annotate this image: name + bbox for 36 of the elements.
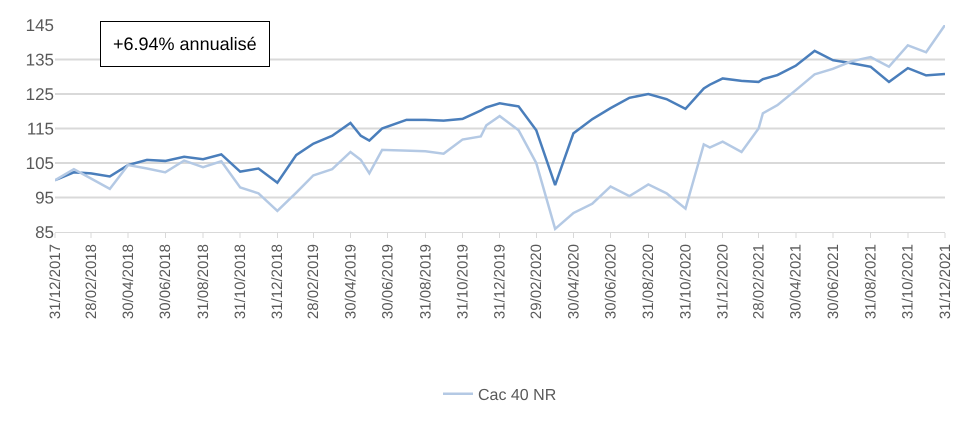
x-tick-label: 31/08/2018 <box>194 244 212 320</box>
y-tick-label: 135 <box>26 50 54 70</box>
x-tick-label: 30/04/2019 <box>342 244 360 320</box>
x-tick-label: 31/10/2019 <box>454 244 472 320</box>
x-tick-label: 30/04/2018 <box>120 244 137 320</box>
y-tick-label: 145 <box>26 16 54 35</box>
line-series <box>55 50 945 186</box>
x-tick-label: 30/06/2018 <box>157 244 174 320</box>
x-tick-label: 30/06/2019 <box>379 244 396 320</box>
x-tick-label: 28/02/2019 <box>305 244 322 320</box>
x-tick-label: 31/10/2020 <box>677 244 694 320</box>
x-tick-label: 28/02/2018 <box>82 244 100 320</box>
x-tick-label: 30/04/2021 <box>788 244 805 320</box>
x-tick-label: 31/12/2020 <box>714 244 732 320</box>
x-tick-label: 30/06/2021 <box>824 244 842 320</box>
line-series <box>55 25 945 230</box>
y-tick-label: 125 <box>26 84 54 104</box>
y-tick-label: 115 <box>26 119 54 138</box>
x-tick-label: 31/10/2021 <box>900 244 917 320</box>
x-tick-label: 31/08/2019 <box>417 244 434 320</box>
x-tick-label: 31/12/2017 <box>46 244 64 320</box>
x-tick-label: 31/08/2020 <box>640 244 658 320</box>
annotation: +6.94% annualisé <box>113 34 257 54</box>
y-tick-label: 105 <box>26 154 54 173</box>
y-tick-label: 95 <box>35 188 54 208</box>
x-tick-label: 30/06/2020 <box>602 244 620 320</box>
legend-label: Cac 40 NR <box>478 387 556 404</box>
x-tick-label: 28/02/2021 <box>750 244 768 320</box>
x-tick-label: 30/04/2020 <box>565 244 582 320</box>
x-tick-label: 29/02/2020 <box>528 244 546 320</box>
x-tick-label: 31/10/2018 <box>232 244 250 320</box>
x-tick-label: 31/12/2021 <box>936 244 954 320</box>
x-tick-label: 31/08/2021 <box>862 244 880 320</box>
x-tick-label: 31/12/2018 <box>269 244 286 320</box>
x-tick-label: 31/12/2019 <box>492 244 509 320</box>
y-tick-label: 85 <box>35 222 54 242</box>
